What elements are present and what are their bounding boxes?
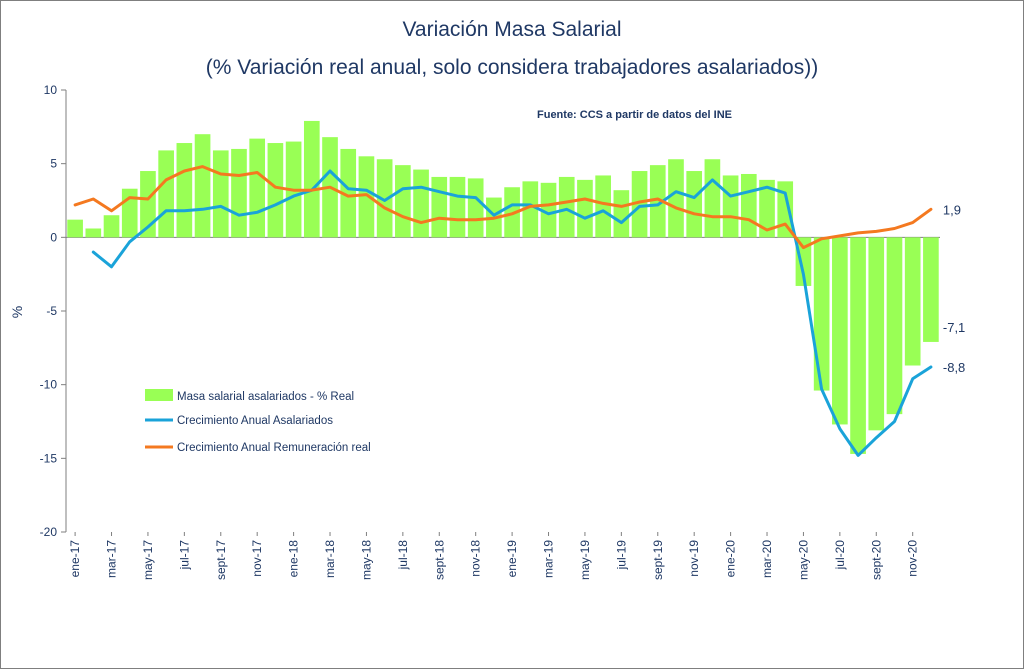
bar (740, 173, 757, 238)
x-tick-label: mar-17 (105, 540, 119, 578)
y-tick-label: -20 (40, 525, 58, 539)
bar (140, 171, 156, 238)
bar (212, 150, 229, 238)
bar (850, 237, 866, 454)
x-tick-label: ene-19 (505, 540, 519, 578)
bar (358, 156, 375, 238)
bar (923, 237, 939, 342)
x-tick-label: jul-17 (177, 540, 191, 571)
series-line-1 (91, 169, 933, 457)
bar (413, 169, 429, 238)
bar (577, 179, 593, 238)
bar (467, 178, 484, 238)
x-tick-label: mar-20 (760, 540, 774, 578)
bar (777, 181, 794, 238)
bar (431, 176, 448, 238)
y-tick-label: -15 (40, 451, 58, 465)
x-tick-label: sept-20 (869, 540, 883, 580)
x-tick-label: sept-17 (214, 540, 228, 580)
bar (121, 188, 138, 238)
y-tick-label: -10 (40, 378, 58, 392)
bar (395, 165, 411, 238)
x-tick-label: sept-18 (432, 540, 446, 580)
x-tick-label: may-18 (359, 540, 373, 580)
bar (249, 138, 266, 238)
x-tick-label: jul-20 (833, 540, 847, 571)
chart-subtitle: (% Variación real anual, solo considera … (205, 56, 819, 79)
bar (103, 215, 120, 238)
x-tick-label: mar-19 (542, 540, 556, 578)
x-tick-label: ene-17 (68, 540, 82, 578)
bar (668, 159, 684, 238)
bar (303, 120, 320, 238)
data-label: -8,8 (943, 360, 965, 375)
y-tick-label: 5 (50, 157, 57, 171)
bar (631, 171, 648, 238)
bar (558, 176, 575, 238)
y-tick-label: -5 (46, 304, 57, 318)
bar (158, 150, 174, 238)
bar (85, 228, 102, 238)
x-tick-label: nov-17 (250, 540, 264, 577)
x-tick-label: may-19 (578, 540, 592, 580)
x-tick-label: nov-18 (469, 540, 483, 577)
bar (449, 176, 466, 238)
x-tick-label: ene-20 (724, 540, 738, 578)
x-tick-label: nov-20 (906, 540, 920, 577)
bar (886, 237, 903, 415)
bar (340, 148, 357, 238)
x-tick-label: may-17 (141, 540, 155, 580)
y-tick-label: 10 (44, 83, 58, 97)
x-tick-label: jul-19 (614, 540, 628, 571)
bar (67, 219, 83, 238)
legend-label: Masa salarial asalariados - % Real (177, 391, 354, 403)
bar (540, 182, 557, 238)
bar (595, 175, 611, 238)
legend-label: Crecimiento Anual Remuneración real (177, 442, 371, 454)
bar (759, 179, 775, 238)
data-label: -7,1 (943, 320, 965, 335)
bar (868, 237, 885, 431)
bar (194, 134, 211, 238)
series-line-2 (73, 165, 933, 250)
bar (704, 159, 721, 238)
bar (722, 175, 739, 238)
source-note: Fuente: CCS a partir de datos del INE (537, 109, 732, 121)
bar (613, 190, 630, 238)
bar (904, 237, 921, 366)
bar (813, 237, 830, 391)
bar (649, 165, 666, 238)
chart-title: Variación Masa Salarial (402, 18, 622, 41)
bar (267, 143, 284, 238)
x-tick-label: ene-18 (287, 540, 301, 578)
x-tick-label: may-20 (796, 540, 810, 580)
bar (686, 171, 703, 238)
x-tick-label: nov-19 (687, 540, 701, 577)
x-tick-label: sept-19 (651, 540, 665, 580)
y-tick-label: 0 (50, 230, 57, 244)
x-tick-label: jul-18 (396, 540, 410, 571)
bar (376, 159, 393, 238)
legend-label: Crecimiento Anual Asalariados (177, 415, 333, 427)
legend-swatch-bar (145, 389, 173, 401)
x-tick-label: mar-18 (323, 540, 337, 578)
bar (832, 237, 848, 425)
y-axis-label: % (9, 306, 25, 318)
data-label: 1,9 (943, 202, 961, 217)
bar (176, 143, 193, 238)
bar (231, 148, 247, 238)
bar (522, 181, 539, 238)
bar (795, 237, 812, 286)
